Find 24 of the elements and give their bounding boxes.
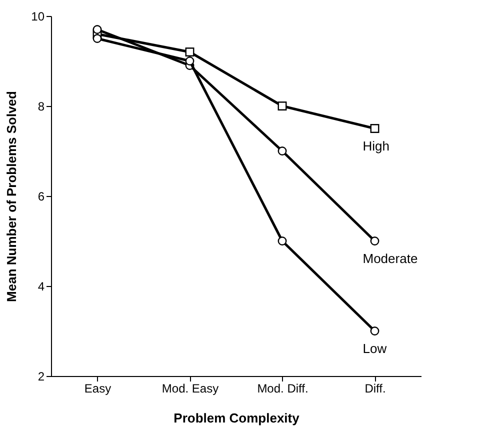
x-tick-label: Mod. Diff. <box>257 382 308 396</box>
point <box>92 25 102 34</box>
y-axis-title: Mean Number of Problems Solved <box>4 90 20 302</box>
x-tick-label: Diff. <box>364 382 386 396</box>
y-tick-label: 10 <box>31 10 45 24</box>
series-label: Low <box>362 341 388 356</box>
point <box>278 146 287 156</box>
point <box>92 34 102 43</box>
x-tick-label: Mod. Easy <box>162 382 219 396</box>
point <box>370 236 380 246</box>
point <box>278 236 287 246</box>
x-axis-title: Problem Complexity <box>174 410 300 426</box>
point <box>370 326 380 336</box>
series-label: High <box>362 138 390 154</box>
y-tick-label: 4 <box>38 280 45 294</box>
y-tick-label: 8 <box>38 100 45 114</box>
point <box>185 48 194 56</box>
point <box>370 124 380 133</box>
x-tick-label: Easy <box>84 382 112 396</box>
point <box>278 102 287 110</box>
point <box>185 56 194 66</box>
y-tick-label: 2 <box>38 370 45 384</box>
series-label: Moderate <box>362 251 418 266</box>
y-tick-label: 6 <box>38 190 45 204</box>
